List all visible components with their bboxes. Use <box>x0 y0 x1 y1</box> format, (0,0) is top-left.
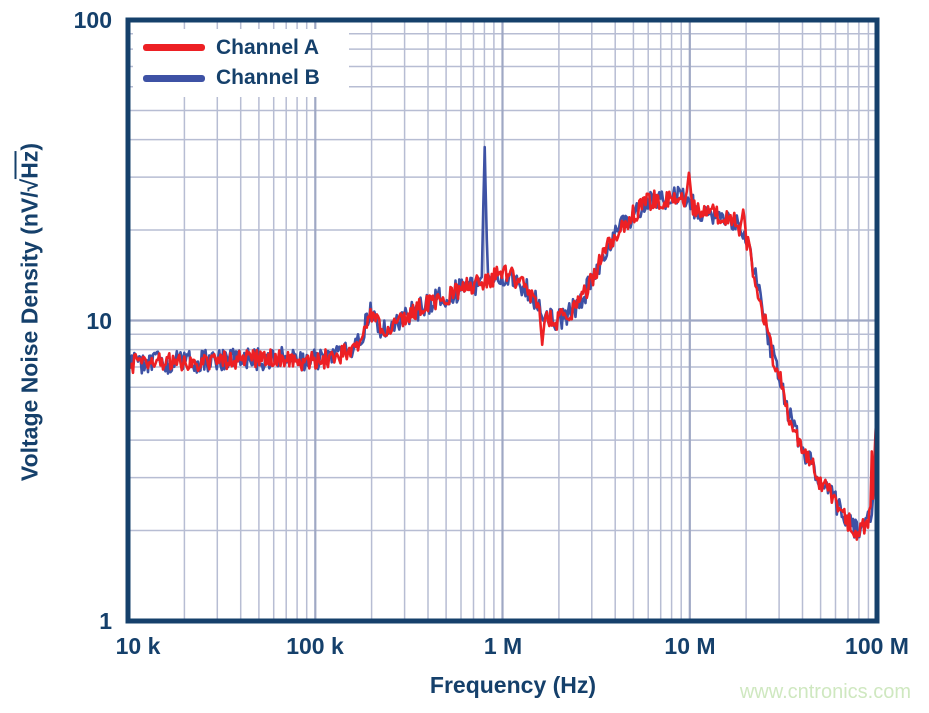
y-tick-10: 10 <box>86 308 112 334</box>
y-tick-100: 100 <box>73 7 112 33</box>
y-axis-title-overline: Hz <box>14 150 43 179</box>
legend-item-channel-b: Channel B <box>133 66 349 90</box>
y-axis-title: Voltage Noise Density (nV/√Hz) <box>14 142 44 482</box>
channel-b-line-swatch <box>143 74 205 82</box>
legend-label-channel-a: Channel A <box>216 35 320 59</box>
y-tick-1: 1 <box>99 608 112 634</box>
y-axis-title-prefix: Voltage Noise Density (nV/√ <box>16 178 43 482</box>
x-tick-1m: 1 M <box>483 633 523 659</box>
legend: Channel A Channel B <box>133 29 349 97</box>
y-axis-title-suffix: ) <box>16 142 43 151</box>
legend-item-channel-a: Channel A <box>133 36 349 60</box>
watermark-text: www.cntronics.com <box>739 681 911 703</box>
x-tick-10k: 10 k <box>115 633 161 659</box>
x-axis-title: Frequency (Hz) <box>429 672 597 698</box>
x-tick-100k: 100 k <box>286 633 344 659</box>
legend-label-channel-b: Channel B <box>216 66 320 90</box>
channel-a-line-swatch <box>143 44 205 52</box>
x-tick-100m: 100 M <box>845 633 909 659</box>
x-tick-10m: 10 M <box>664 633 716 659</box>
